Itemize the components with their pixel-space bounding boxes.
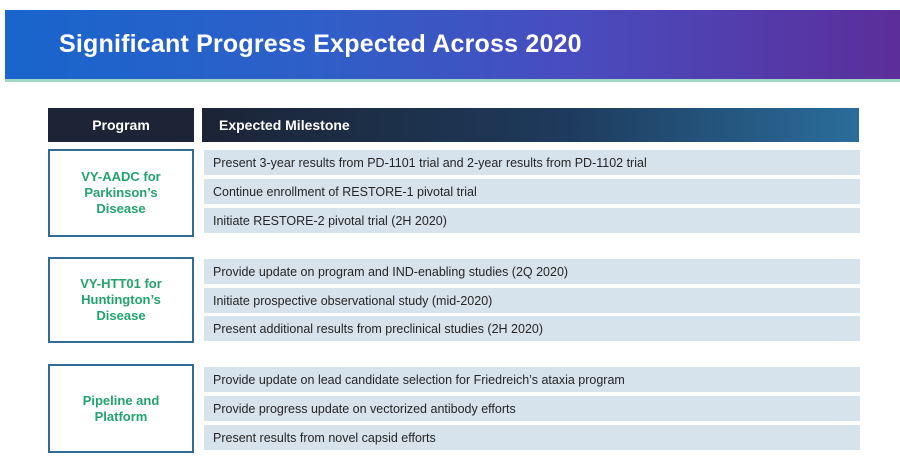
title-banner: Significant Progress Expected Across 202… — [5, 10, 900, 79]
milestone-row: Initiate prospective observational study… — [204, 288, 860, 313]
slide-title: Significant Progress Expected Across 202… — [59, 30, 582, 58]
program-cell-vy-aadc: VY-AADC for Parkinson’s Disease — [48, 149, 194, 237]
milestone-row: Continue enrollment of RESTORE-1 pivotal… — [204, 179, 860, 204]
column-header-milestone: Expected Milestone — [202, 108, 859, 142]
milestone-row: Provide progress update on vectorized an… — [204, 396, 860, 421]
milestone-row: Initiate RESTORE-2 pivotal trial (2H 202… — [204, 208, 860, 233]
milestone-row: Present 3-year results from PD-1101 tria… — [204, 150, 860, 175]
program-cell-vy-htt01: VY-HTT01 for Huntington’s Disease — [48, 257, 194, 343]
milestone-row: Present results from novel capsid effort… — [204, 425, 860, 450]
milestone-row: Present additional results from preclini… — [204, 316, 860, 341]
column-header-program: Program — [48, 108, 194, 142]
program-cell-pipeline: Pipeline and Platform — [48, 364, 194, 453]
milestone-row: Provide update on program and IND-enabli… — [204, 259, 860, 284]
milestone-row: Provide update on lead candidate selecti… — [204, 367, 860, 392]
